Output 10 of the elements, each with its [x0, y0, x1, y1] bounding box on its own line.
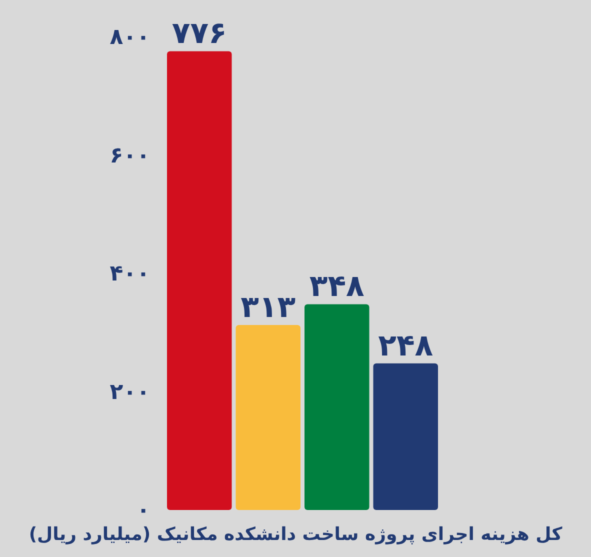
- y-tick-label: ۴۰۰: [110, 262, 150, 286]
- data-label: ۳۴۸: [309, 269, 364, 304]
- data-label: ۷۷۶: [172, 16, 227, 52]
- y-tick-label: ۰: [136, 498, 150, 523]
- y-tick-label: ۸۰۰: [110, 25, 150, 50]
- y-tick-label: ۶۰۰: [110, 143, 150, 168]
- data-label: ۲۴۸: [378, 328, 434, 364]
- x-axis-title: کل هزینه اجرای پروژه ساخت دانشکده مکانیک (میلیارد ریال): [28, 524, 563, 545]
- y-tick-label: ۲۰۰: [110, 380, 150, 405]
- data-label: ۳۱۳: [240, 290, 296, 325]
